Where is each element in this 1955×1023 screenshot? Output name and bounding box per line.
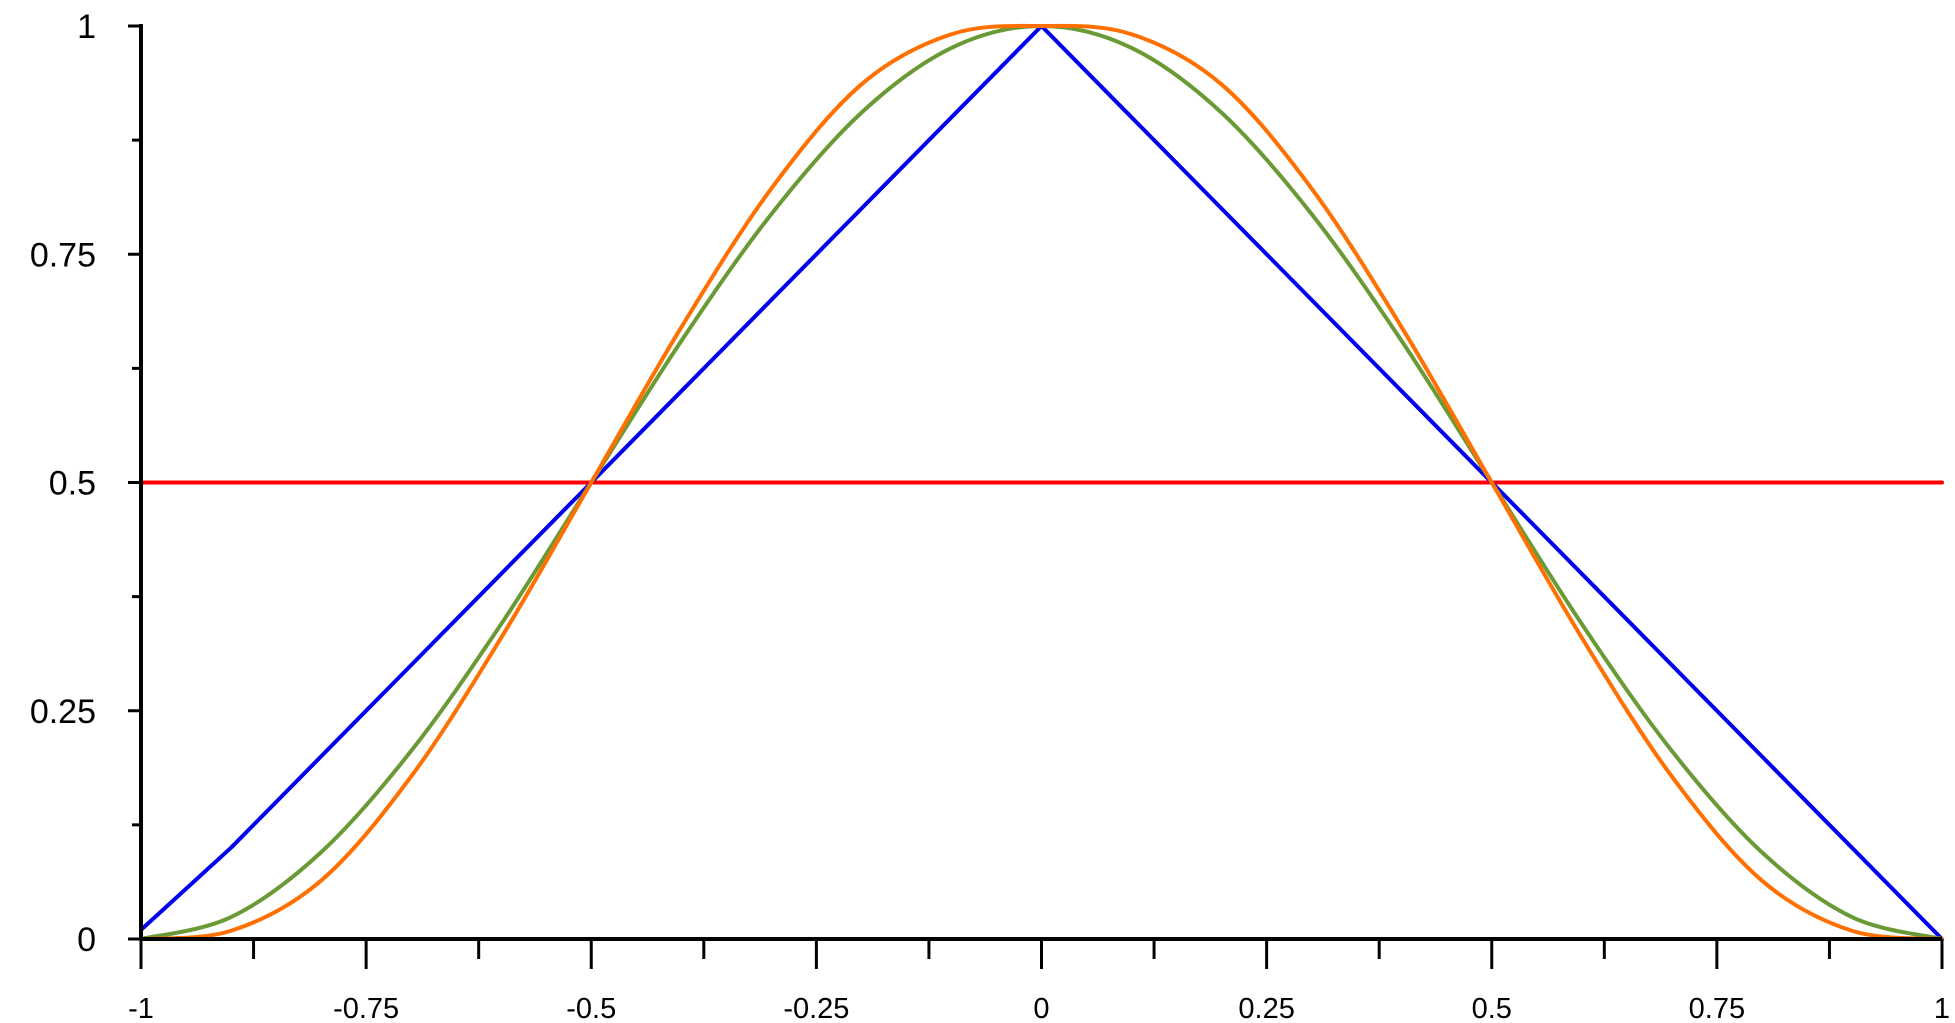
y-tick-label: 0.25 xyxy=(30,693,96,731)
x-tick-label: -1 xyxy=(128,993,154,1023)
ticks-layer xyxy=(128,24,1944,969)
x-tick-label: -0.5 xyxy=(566,993,616,1023)
y-tick-label: 0 xyxy=(77,921,96,959)
x-tick-label: 0.5 xyxy=(1472,993,1512,1023)
x-tick-label: -0.25 xyxy=(783,993,849,1023)
y-tick-label: 0.5 xyxy=(49,465,96,503)
x-tick-label: 0 xyxy=(1033,993,1049,1023)
tick-labels-layer: 0 0.25 0.5 0.75 1 -1 -0.75 -0.5 -0.25 0 0.25 0.5 0.7… xyxy=(30,8,1950,1023)
series-line-4 xyxy=(139,23,1944,941)
x-tick-label: 0.25 xyxy=(1238,993,1294,1023)
y-tick-label: 1 xyxy=(77,8,96,46)
x-tick-label: 1 xyxy=(1934,993,1950,1023)
x-tick-label: -0.75 xyxy=(333,993,399,1023)
x-tick-label: 0.75 xyxy=(1689,993,1745,1023)
y-tick-label: 0.75 xyxy=(30,236,96,274)
series-layer xyxy=(139,23,1944,941)
